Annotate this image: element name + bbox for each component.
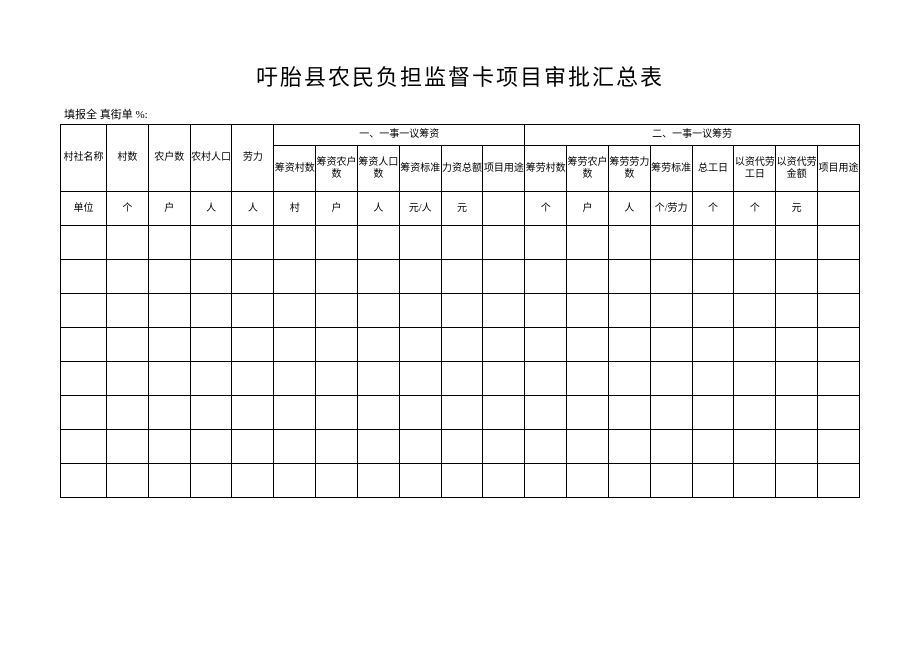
table-row <box>61 328 860 362</box>
table-row <box>61 226 860 260</box>
unit-c12: 户 <box>567 192 609 226</box>
hdr-lab-village: 筹劳村数 <box>525 146 567 192</box>
hdr-lab-total: 总工日 <box>692 146 734 192</box>
hdr-fund-village: 筹资村数 <box>274 146 316 192</box>
hdr-lab-household: 筹劳农户数 <box>567 146 609 192</box>
table-row <box>61 396 860 430</box>
table-row <box>61 430 860 464</box>
hdr-household-count: 农户数 <box>148 125 190 192</box>
hdr-lab-std: 筹劳标准 <box>650 146 692 192</box>
hdr-village-name: 村社名称 <box>61 125 107 192</box>
hdr-lab-labor: 筹劳劳力数 <box>608 146 650 192</box>
unit-row: 单位 个 户 人 人 村 户 人 元/人 元 个 户 人 个/劳力 个 个 元 <box>61 192 860 226</box>
unit-c14: 个/劳力 <box>650 192 692 226</box>
unit-label: 单位 <box>61 192 107 226</box>
hdr-labor: 劳力 <box>232 125 274 192</box>
table-row <box>61 260 860 294</box>
hdr-village-count: 村数 <box>107 125 149 192</box>
unit-c18 <box>818 192 860 226</box>
unit-c17: 元 <box>776 192 818 226</box>
hdr-group-labor: 二、一事一议筹劳 <box>525 125 860 146</box>
hdr-lab-use: 项目用途 <box>818 146 860 192</box>
hdr-fund-use: 项目用途 <box>483 146 525 192</box>
summary-table: 村社名称 村数 农户数 农村人口 劳力 一、一事一议筹资 二、一事一议筹劳 筹资… <box>60 124 860 498</box>
unit-c15: 个 <box>692 192 734 226</box>
hdr-group-funding: 一、一事一议筹资 <box>274 125 525 146</box>
table-row <box>61 464 860 498</box>
hdr-rural-pop: 农村人口 <box>190 125 232 192</box>
unit-c2: 户 <box>148 192 190 226</box>
unit-c5: 村 <box>274 192 316 226</box>
hdr-fund-household: 筹资农户数 <box>316 146 358 192</box>
hdr-fund-total: 力资总额 <box>441 146 483 192</box>
unit-c6: 户 <box>316 192 358 226</box>
unit-c8: 元/人 <box>399 192 441 226</box>
unit-c4: 人 <box>232 192 274 226</box>
table-row <box>61 294 860 328</box>
page-title: 吁胎县农民负担监督卡项目审批汇总表 <box>60 60 860 92</box>
unit-c3: 人 <box>190 192 232 226</box>
unit-c13: 人 <box>608 192 650 226</box>
hdr-fund-std: 筹资标准 <box>399 146 441 192</box>
hdr-lab-subamt: 以资代劳金额 <box>776 146 818 192</box>
unit-c1: 个 <box>107 192 149 226</box>
unit-c10 <box>483 192 525 226</box>
unit-c11: 个 <box>525 192 567 226</box>
unit-c9: 元 <box>441 192 483 226</box>
header-row-1: 村社名称 村数 农户数 农村人口 劳力 一、一事一议筹资 二、一事一议筹劳 <box>61 125 860 146</box>
hdr-fund-pop: 筹资人口数 <box>357 146 399 192</box>
hdr-lab-subday: 以资代劳工日 <box>734 146 776 192</box>
unit-c16: 个 <box>734 192 776 226</box>
unit-c7: 人 <box>357 192 399 226</box>
table-row <box>61 362 860 396</box>
sub-line: 填报全 真街单 %: <box>60 106 860 122</box>
